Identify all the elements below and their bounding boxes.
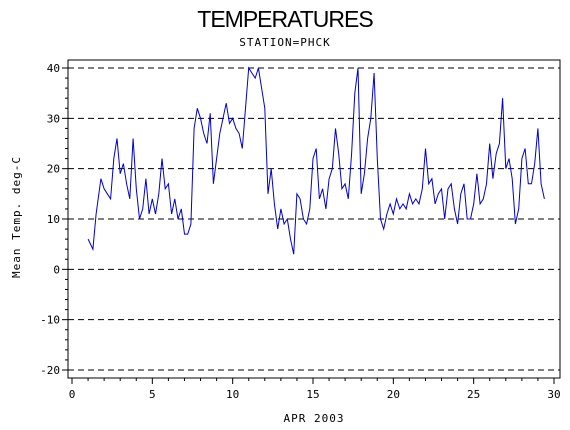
y-tick-label: -20 [40,364,60,377]
axis-ticks [62,67,555,384]
y-tick-label: 40 [47,62,60,75]
x-tick-label: 20 [387,388,400,401]
y-axis-label: Mean Temp. deg-C [10,156,23,278]
x-tick-label: 5 [149,388,156,401]
x-tick-label: 0 [69,388,76,401]
temperature-series-line [87,66,545,255]
x-tick-label: 10 [226,388,239,401]
y-tick-label: -10 [40,314,60,327]
tick-labels: -20 -10 0 10 20 30 40 0 5 10 15 20 25 30 [40,62,561,401]
chart-subtitle: STATION=PHCK [239,36,331,49]
x-tick-label: 25 [467,388,480,401]
y-tick-label: 20 [47,163,60,176]
x-tick-label: 30 [547,388,560,401]
y-tick-label: 10 [47,213,60,226]
y-tick-label: 30 [47,112,60,125]
grid-lines [68,67,560,371]
chart-title: TEMPERATURES [197,6,373,32]
x-tick-label: 15 [306,388,319,401]
y-tick-label: 0 [53,263,60,276]
x-axis-label: APR 2003 [284,412,345,425]
